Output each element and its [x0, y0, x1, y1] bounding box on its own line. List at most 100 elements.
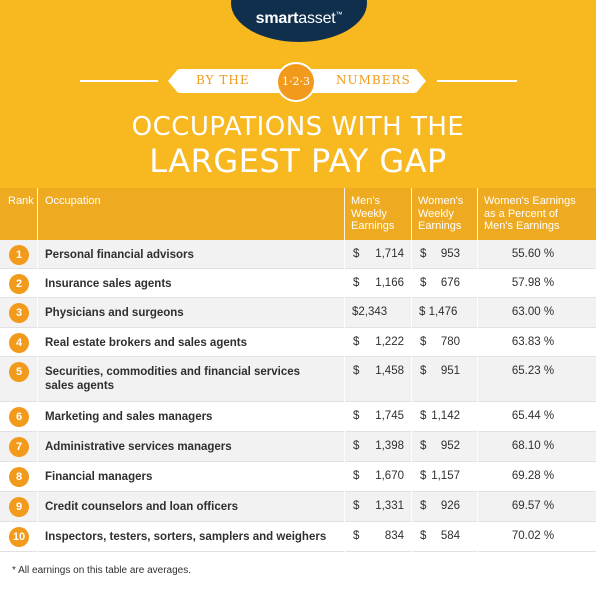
mens-earnings: 1,222: [375, 336, 404, 348]
occupation-cell: Marketing and sales managers: [45, 410, 212, 424]
page-title-line2: LARGEST PAY GAP: [149, 142, 447, 180]
occupation-line: Credit counselors and loan officers: [45, 501, 238, 513]
rank-badge: 7: [9, 437, 29, 457]
rank-badge: 10: [9, 527, 29, 547]
header-womens-line: Weekly: [418, 207, 454, 220]
percent-cell: 68.10 %: [511, 440, 555, 452]
womens-earnings: 951: [440, 365, 460, 377]
womens-earnings: $ 1,476: [419, 306, 458, 318]
occupation-cell: Real estate brokers and sales agents: [45, 336, 247, 350]
header-rank: Rank: [8, 195, 34, 207]
banner-right-text: NUMBERS: [336, 73, 411, 87]
occupation-cell: Insurance sales agents: [45, 277, 172, 291]
percent-cell: 65.44 %: [511, 410, 555, 422]
column-divider: [411, 188, 412, 552]
rank-badge: 4: [9, 333, 29, 353]
banner-left-text: BY THE: [196, 73, 250, 87]
currency-symbol: $: [420, 440, 427, 452]
logo-asset: asset: [298, 10, 336, 27]
footnote: * All earnings on this table are average…: [12, 565, 191, 576]
header-mens-line: Weekly: [351, 207, 387, 220]
mens-earnings: 1,670: [375, 470, 404, 482]
rank-badge: 6: [9, 407, 29, 427]
table-row: 2 Insurance sales agents $1,166 $676 57.98 %: [0, 269, 596, 298]
table-body: 1 Personal financial advisors $1,714 $953 55…: [0, 240, 596, 552]
mens-earnings: 1,331: [375, 500, 404, 512]
mens-earnings: 1,458: [375, 365, 404, 377]
currency-symbol: $: [353, 440, 360, 452]
occupation-cell: Inspectors, testers, sorters, samplers a…: [45, 530, 326, 544]
percent-cell: 70.02 %: [511, 530, 555, 542]
rank-badge: 3: [9, 303, 29, 323]
percent-cell: 63.83 %: [511, 336, 555, 348]
currency-symbol: $: [420, 365, 427, 377]
currency-symbol: $: [420, 470, 427, 482]
womens-earnings: 780: [440, 336, 460, 348]
percent-cell: 57.98 %: [511, 277, 555, 289]
rank-badge: 1: [9, 245, 29, 265]
mens-earnings: 834: [384, 530, 404, 542]
currency-symbol: $: [353, 530, 360, 542]
logo-smart: smart: [255, 10, 299, 27]
table-header: Rank Occupation Men's Weekly Earnings Wo…: [0, 188, 596, 240]
header-occupation: Occupation: [45, 195, 101, 207]
occupation-line: Administrative services managers: [45, 441, 232, 453]
percent-cell: 55.60 %: [511, 248, 555, 260]
occupation-line: Real estate brokers and sales agents: [45, 337, 247, 349]
header-womens-line: Women's: [418, 195, 464, 207]
occupation-cell: Administrative services managers: [45, 440, 232, 454]
currency-symbol: $: [353, 500, 360, 512]
header-percent-line: Men's Earnings: [484, 220, 560, 232]
occupation-cell: Physicians and surgeons: [45, 306, 184, 320]
occupation-line: Physicians and surgeons: [45, 307, 184, 319]
column-divider: [37, 188, 38, 552]
occupation-line: Financial managers: [45, 471, 153, 483]
occupation-cell: Personal financial advisors: [45, 248, 194, 262]
logo: smartasset™: [0, 0, 596, 50]
banner-line-right: [437, 80, 517, 82]
currency-symbol: $: [420, 336, 427, 348]
by-the-numbers-banner: BY THE 1·2·3 NUMBERS: [0, 62, 596, 102]
womens-earnings: 1,157: [431, 470, 460, 482]
occupation-line: Securities, commodities and financial se…: [45, 366, 301, 378]
mens-earnings: $2,343: [352, 306, 388, 318]
womens-earnings: 952: [440, 440, 460, 452]
column-divider: [477, 188, 478, 552]
currency-symbol: $: [353, 410, 360, 422]
table-row: 9 Credit counselors and loan officers $1,3…: [0, 492, 596, 522]
womens-earnings: 676: [440, 277, 460, 289]
table-row: 4 Real estate brokers and sales agents $1,…: [0, 328, 596, 357]
percent-cell: 69.28 %: [511, 470, 555, 482]
header-percent: Women's Earnings as a Percent of Men's E…: [484, 195, 576, 233]
rank-badge: 8: [9, 467, 29, 487]
percent-cell: 63.00 %: [511, 306, 555, 318]
banner-numbers-badge: 1·2·3: [276, 62, 316, 102]
currency-symbol: $: [420, 277, 427, 289]
logo-text: smartasset™: [231, 10, 367, 28]
occupation-line: Insurance sales agents: [45, 278, 172, 290]
occupation-cell: Securities, commodities and financial se…: [45, 365, 300, 393]
occupation-cell: Financial managers: [45, 470, 152, 484]
currency-symbol: $: [420, 248, 427, 260]
table-row: 3 Physicians and surgeons $2,343 $ 1,476 63.…: [0, 298, 596, 328]
currency-symbol: $: [353, 470, 360, 482]
header-percent-line: as a Percent of: [484, 207, 558, 220]
percent-cell: 69.57 %: [511, 500, 555, 512]
womens-earnings: 953: [440, 248, 460, 260]
column-divider: [344, 188, 345, 552]
table-row: 10 Inspectors, testers, sorters, samplers…: [0, 522, 596, 552]
header-womens-line: Earnings: [418, 220, 462, 232]
occupation-line: Marketing and sales managers: [45, 411, 213, 423]
occupation-line: Personal financial advisors: [45, 249, 194, 261]
header-mens-earnings: Men's Weekly Earnings: [351, 195, 394, 233]
table-row: 8 Financial managers $1,670 $1,157 69.28 %: [0, 462, 596, 492]
banner-line-left: [80, 80, 158, 82]
mens-earnings: 1,398: [375, 440, 404, 452]
rank-badge: 5: [9, 362, 29, 382]
footer: [0, 552, 596, 591]
currency-symbol: $: [353, 336, 360, 348]
currency-symbol: $: [420, 530, 427, 542]
header-mens-line: Earnings: [351, 220, 395, 232]
page-title-line1: OCCUPATIONS WITH THE: [131, 112, 465, 142]
table-row: 1 Personal financial advisors $1,714 $953 55…: [0, 240, 596, 269]
